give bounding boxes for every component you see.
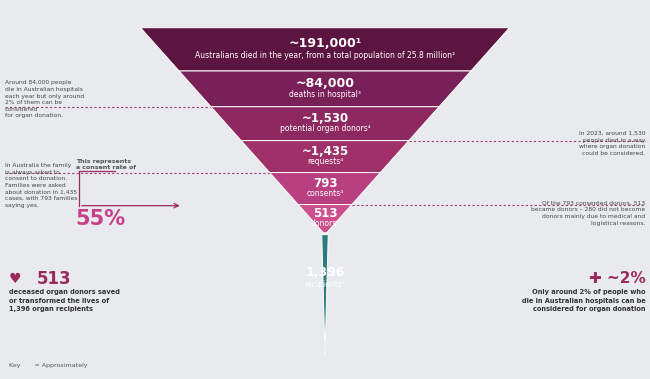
Text: In 2023, around 1,530
people died in a way
where organ donation
could be conside: In 2023, around 1,530 people died in a w… [579, 131, 645, 156]
Text: 513: 513 [37, 270, 72, 288]
Text: deaths in hospital³: deaths in hospital³ [289, 89, 361, 99]
Text: requests⁴: requests⁴ [307, 157, 343, 166]
Polygon shape [322, 235, 328, 355]
Text: consents⁴: consents⁴ [306, 190, 344, 198]
Text: ~1,435: ~1,435 [302, 145, 348, 158]
Text: Australians died in the year, from a total population of 25.8 million²: Australians died in the year, from a tot… [195, 51, 455, 60]
Text: This represents
a consent rate of: This represents a consent rate of [76, 159, 136, 170]
Text: ♥: ♥ [9, 272, 21, 286]
Text: 1,396: 1,396 [306, 266, 345, 279]
Text: Of the 793 consented donors, 513
became donors – 280 did not become
donors mainl: Of the 793 consented donors, 513 became … [531, 201, 645, 226]
Polygon shape [298, 205, 352, 233]
Text: 793: 793 [313, 177, 337, 190]
Polygon shape [270, 172, 380, 205]
Text: Only around 2% of people who
die in Australian hospitals can be
considered for o: Only around 2% of people who die in Aust… [521, 289, 645, 312]
Text: potential organ donors⁴: potential organ donors⁴ [280, 124, 370, 133]
Polygon shape [179, 71, 471, 107]
Polygon shape [140, 28, 510, 71]
Text: In Australia the family
is always asked to
consent to donation.
Families were as: In Australia the family is always asked … [5, 163, 77, 208]
Polygon shape [241, 141, 409, 172]
Text: recipients⁵: recipients⁵ [304, 280, 346, 289]
Polygon shape [211, 107, 439, 141]
Text: ~191,000¹: ~191,000¹ [289, 37, 361, 50]
Text: ✚ ~2%: ✚ ~2% [589, 271, 645, 286]
Text: Key       = Approximately: Key = Approximately [9, 363, 88, 368]
Text: Around 84,000 people
die in Australian hospitals
each year but only around
2% of: Around 84,000 people die in Australian h… [5, 80, 84, 118]
Text: ~1,530: ~1,530 [302, 112, 348, 125]
Text: ~84,000: ~84,000 [296, 77, 354, 90]
Text: deceased organ donors saved
or transformed the lives of
1,396 organ recipients: deceased organ donors saved or transform… [9, 289, 120, 312]
Text: donors⁵: donors⁵ [310, 219, 340, 229]
Text: 55%: 55% [76, 209, 126, 229]
Text: 513: 513 [313, 207, 337, 220]
